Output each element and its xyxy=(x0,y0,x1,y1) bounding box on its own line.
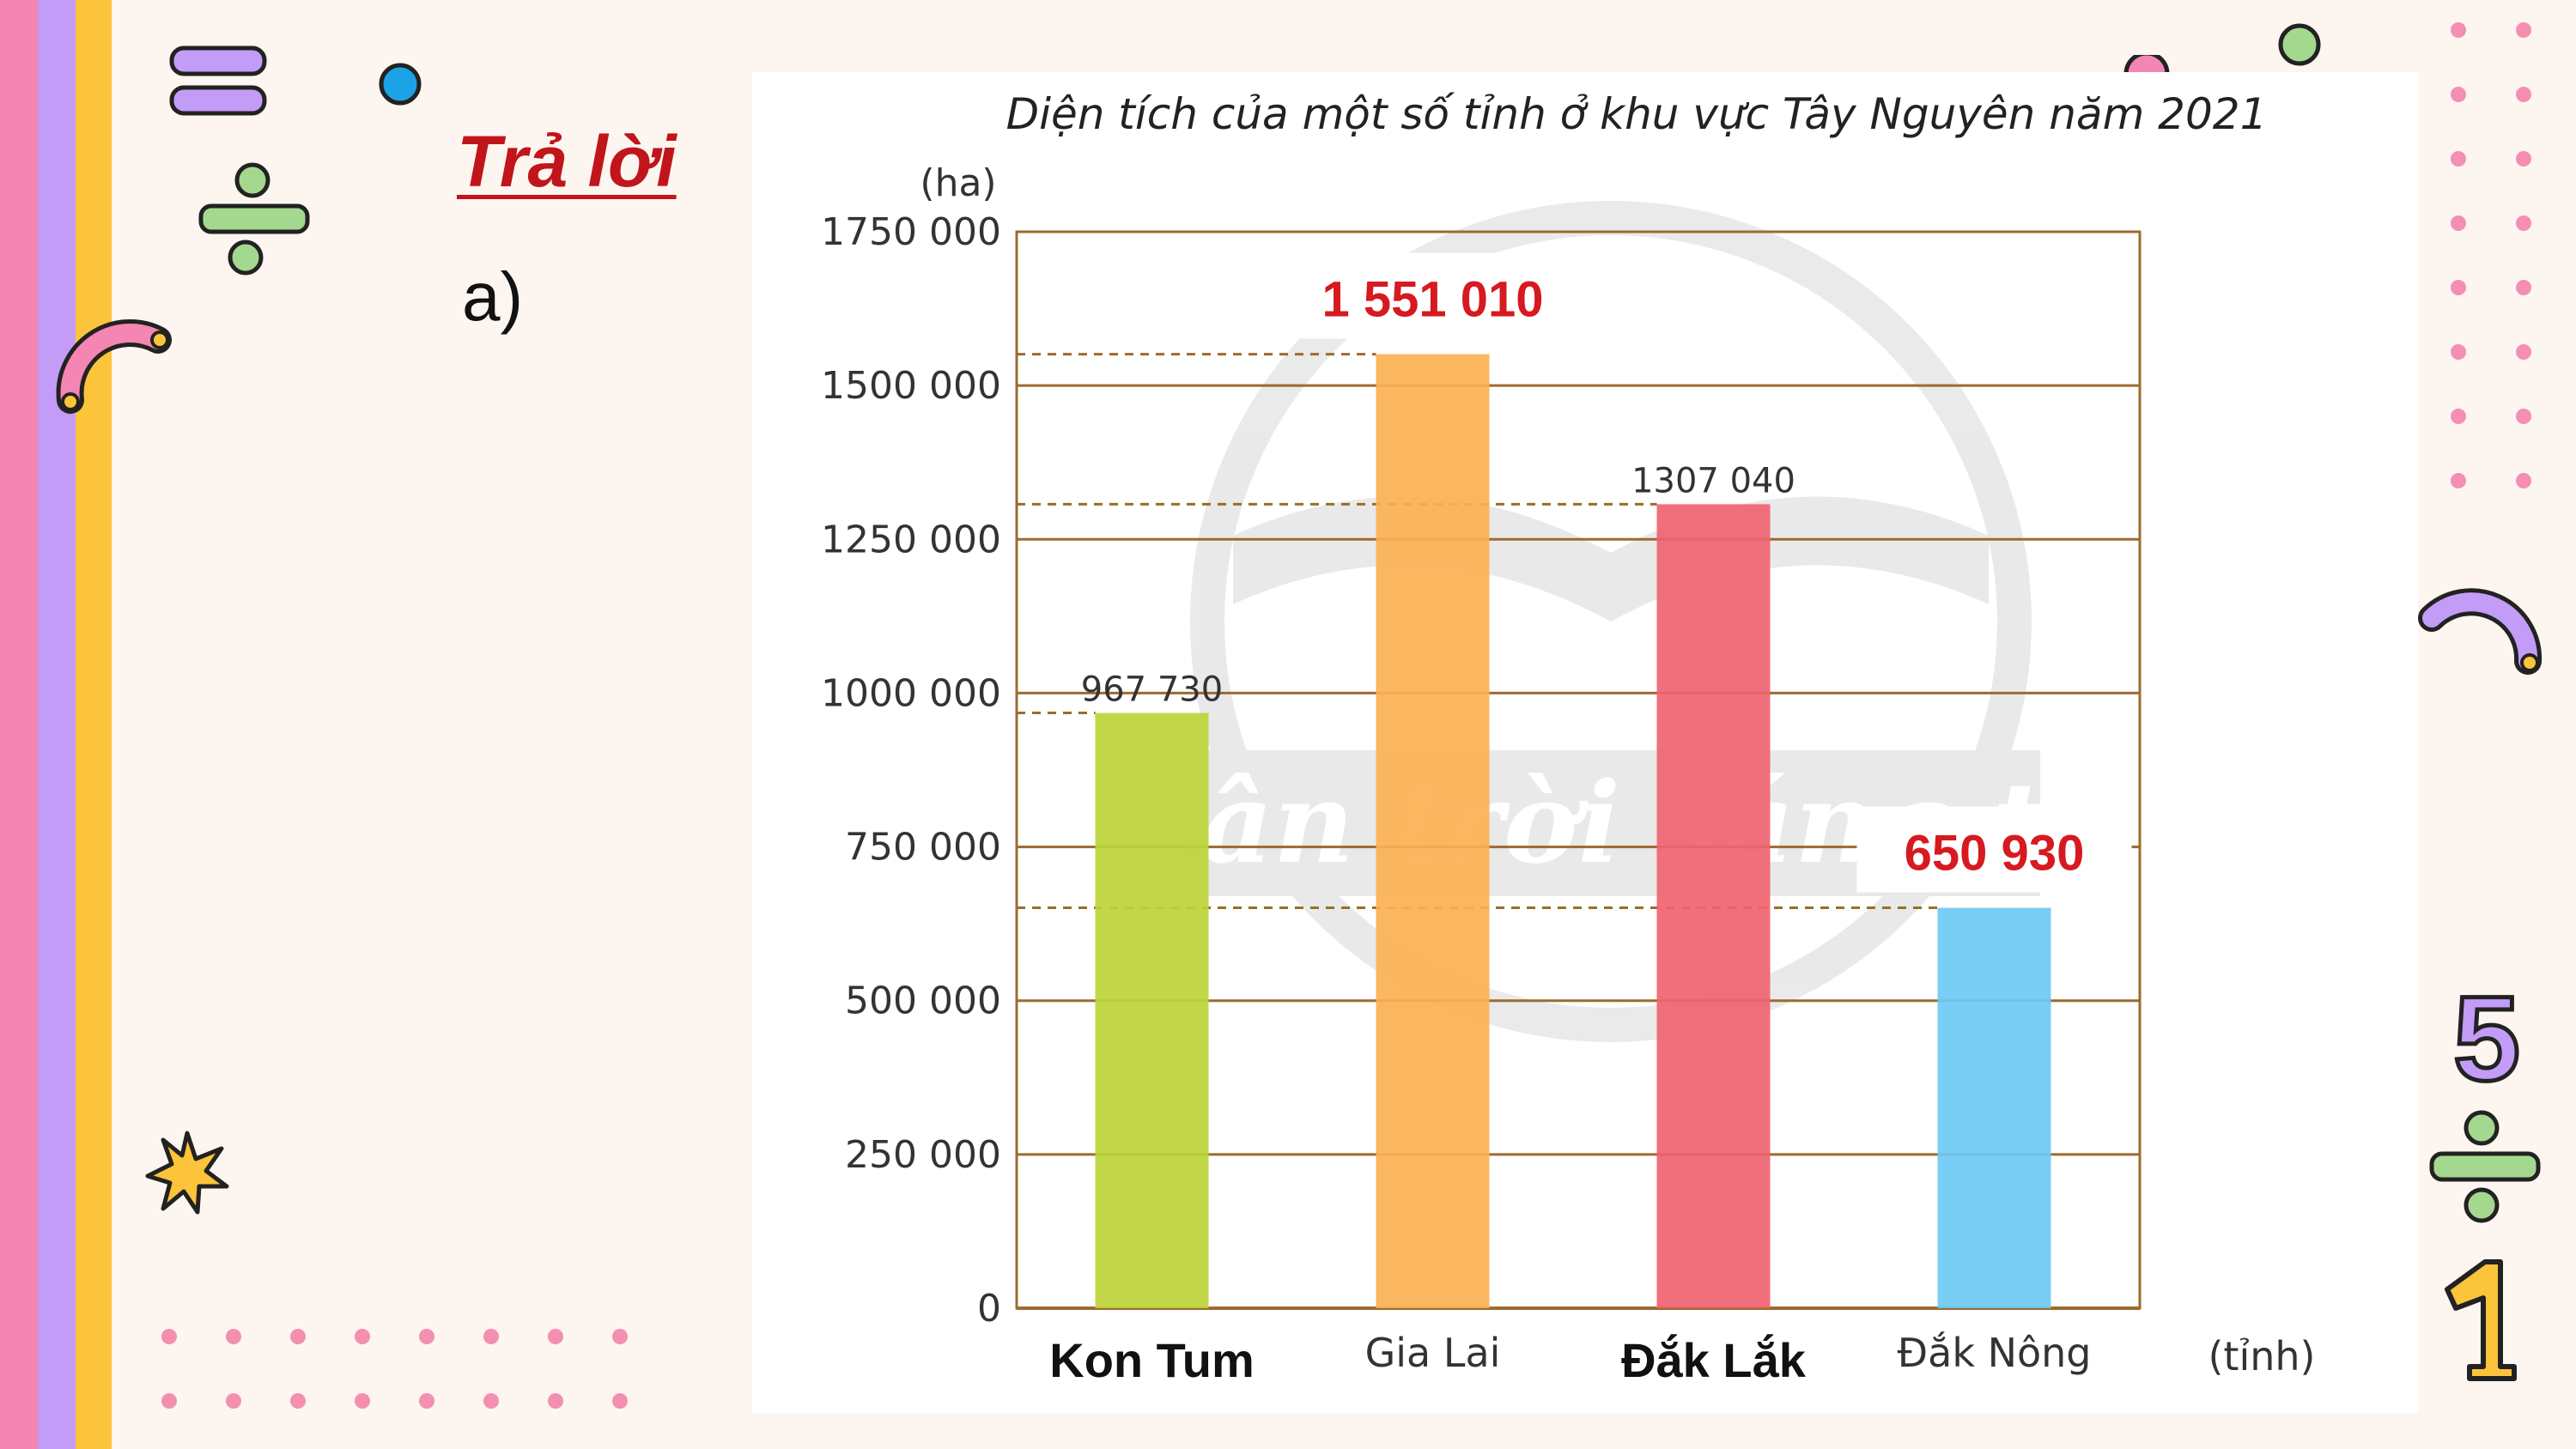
svg-text:5: 5 xyxy=(2453,979,2520,1090)
value-label: 650 930 xyxy=(1905,826,2085,882)
answer-heading: Trả lời xyxy=(457,120,677,203)
bar-đắk-nông xyxy=(1938,908,2051,1308)
number-five-icon: 5 xyxy=(2444,979,2530,1090)
y-tick-label: 1750 000 xyxy=(821,210,1001,254)
divide-sign-icon xyxy=(196,161,313,282)
dot-grid-bottom-left xyxy=(161,1329,628,1409)
y-tick-label: 250 000 xyxy=(845,1133,1001,1177)
stripe-pink xyxy=(0,0,38,1449)
bar-đắk-lắk xyxy=(1657,504,1771,1308)
bar-kon-tum xyxy=(1096,713,1209,1308)
y-tick-label: 1000 000 xyxy=(821,671,1001,715)
star-burst-icon xyxy=(144,1130,230,1216)
divide-sign-icon-right xyxy=(2427,1109,2543,1229)
arc-pink-icon xyxy=(46,306,184,417)
category-label: Đắk Nông xyxy=(1897,1330,2091,1376)
chart-panel: Chân trời sáng tạo Diện tích của một số … xyxy=(752,72,2418,1413)
y-tick-label: 0 xyxy=(977,1287,1001,1331)
arc-purple-icon xyxy=(2418,567,2555,678)
y-tick-label: 500 000 xyxy=(845,979,1001,1023)
value-label: 967 730 xyxy=(1081,670,1223,710)
value-label: 1 551 010 xyxy=(1321,272,1543,328)
stripe-purple xyxy=(38,0,76,1449)
bar-gia-lai xyxy=(1376,355,1490,1308)
chart-title: Diện tích của một số tỉnh ở khu vực Tây … xyxy=(1006,89,2268,139)
category-label: Đắk Lắk xyxy=(1621,1333,1807,1387)
part-label: a) xyxy=(462,258,523,336)
green-dot-icon xyxy=(2275,21,2324,69)
category-label: Gia Lai xyxy=(1365,1330,1501,1376)
blue-dot-icon xyxy=(376,60,424,108)
y-tick-label: 1500 000 xyxy=(821,364,1001,408)
y-axis-label: (ha) xyxy=(920,161,996,205)
y-tick-label: 1250 000 xyxy=(821,518,1001,561)
category-label: Kon Tum xyxy=(1049,1333,1254,1387)
dot-grid-top-right xyxy=(2451,22,2531,488)
number-one-icon xyxy=(2435,1246,2530,1384)
equals-sign-icon xyxy=(168,45,271,122)
y-tick-label: 750 000 xyxy=(845,826,1001,870)
bar-chart: Chân trời sáng tạo Diện tích của một số … xyxy=(752,72,2418,1413)
value-label: 1307 040 xyxy=(1631,461,1795,500)
x-axis-label: (tỉnh) xyxy=(2208,1333,2315,1379)
stripe-yellow xyxy=(76,0,112,1449)
